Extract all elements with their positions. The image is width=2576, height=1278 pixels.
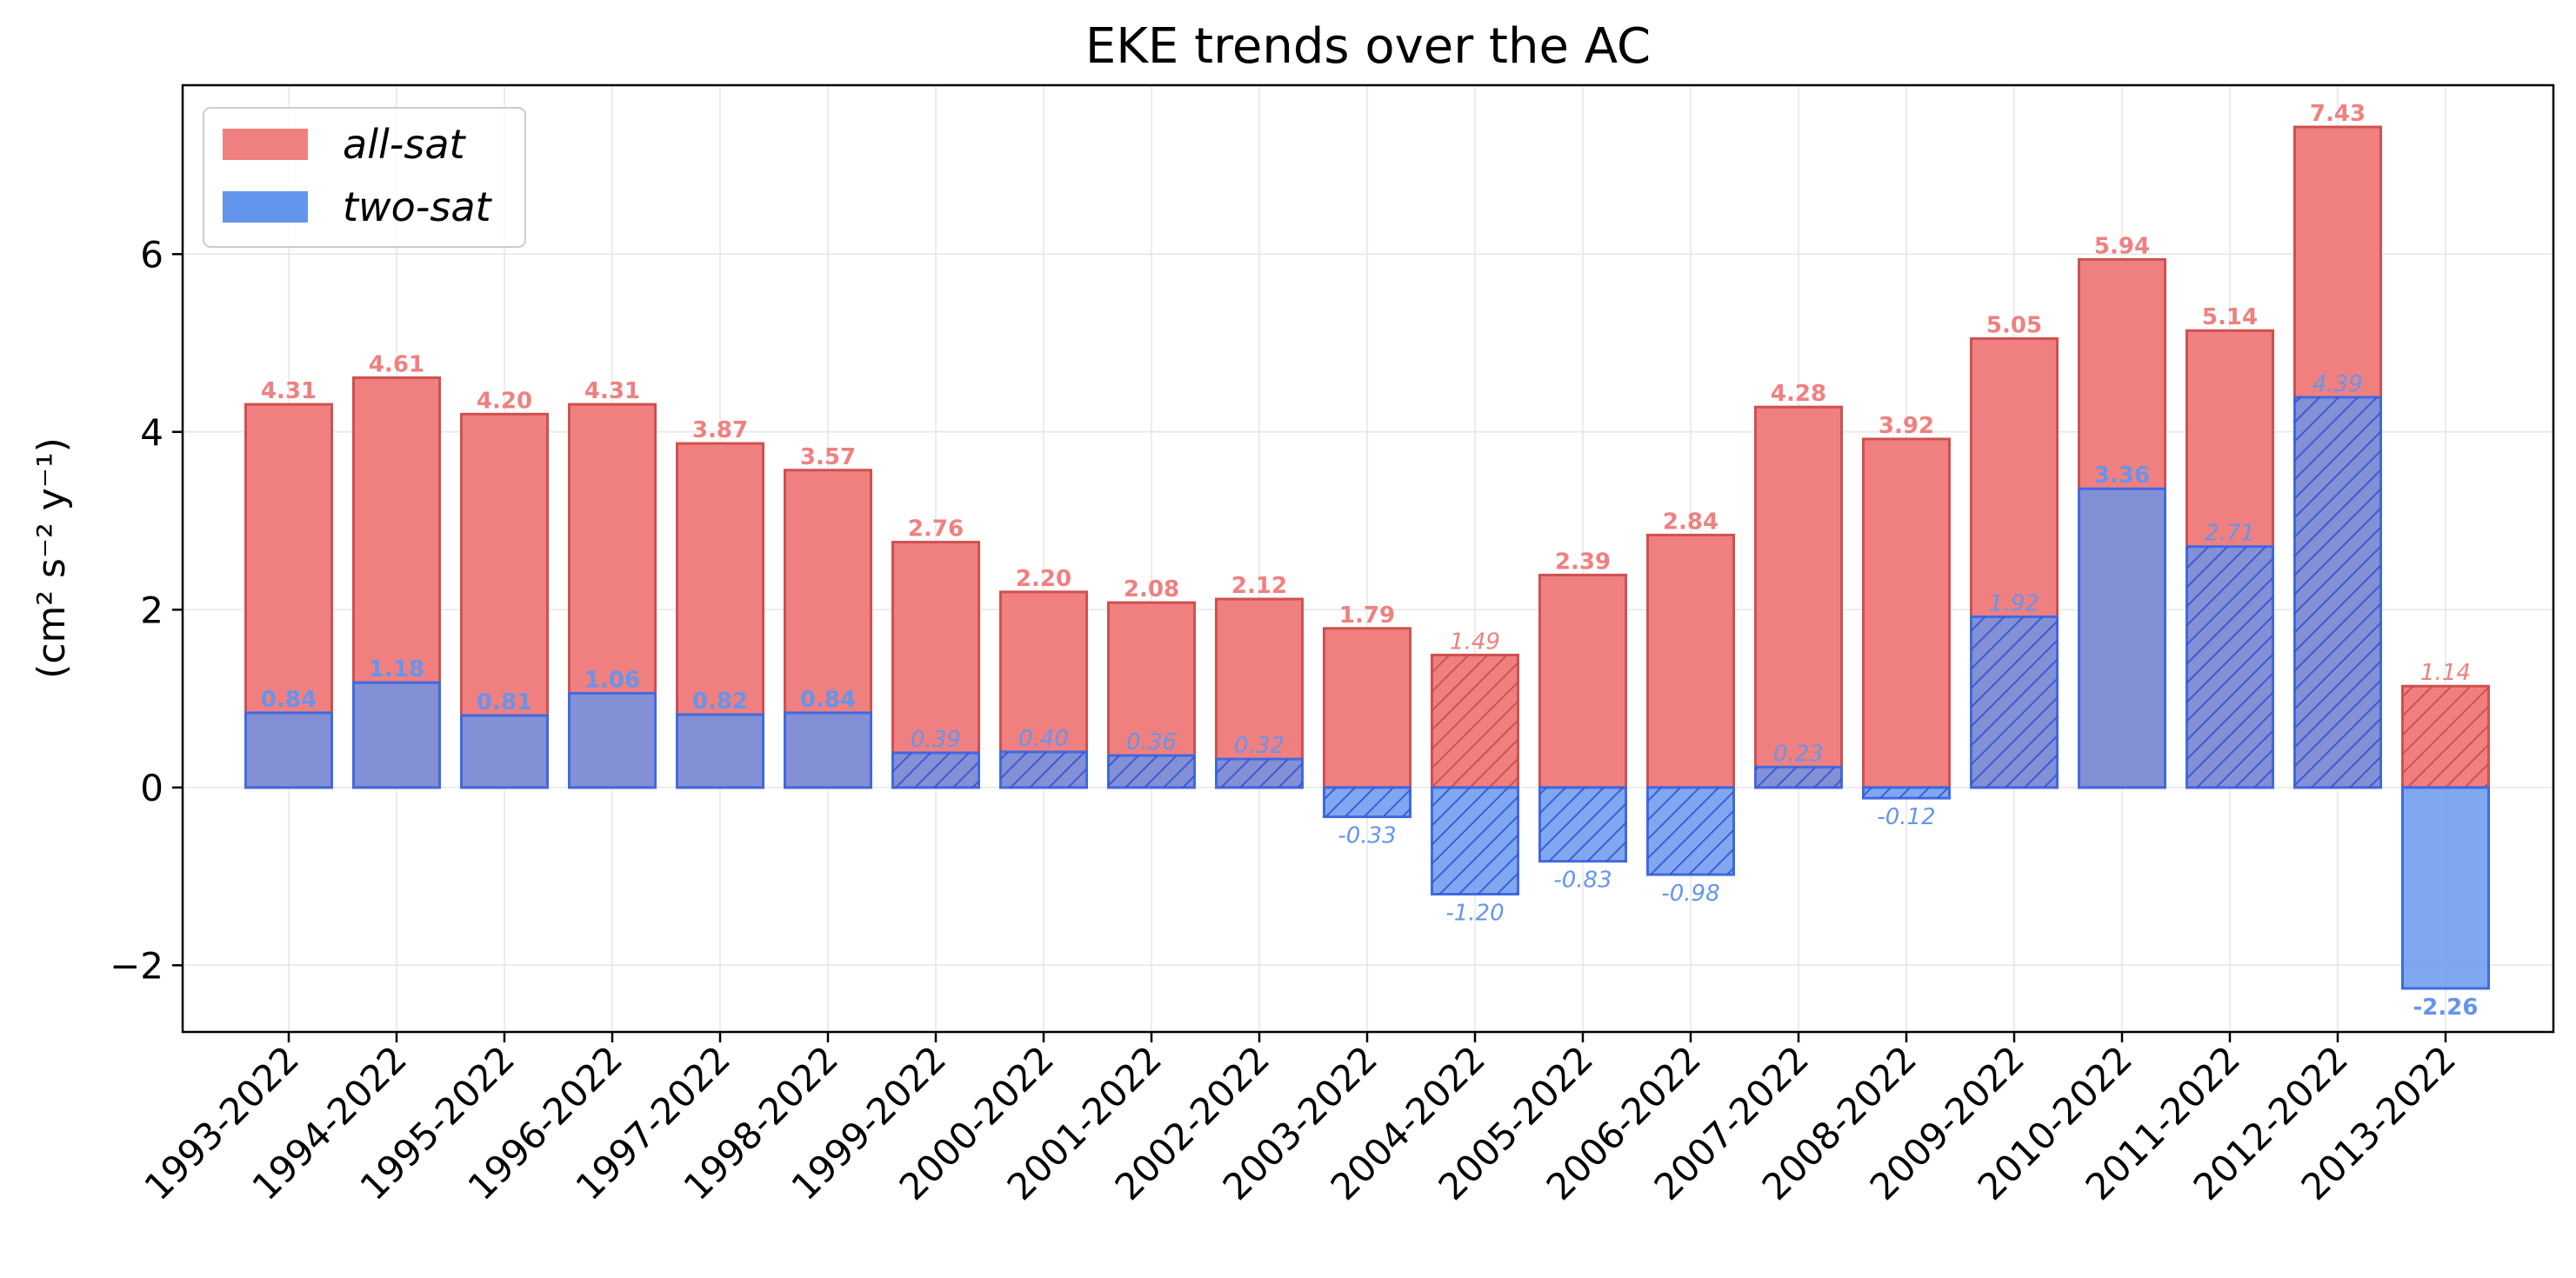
data-label-two-sat: -0.33 [1338,823,1396,849]
legend-label-two-sat: two-sat [343,183,493,230]
y-tick-label: 2 [140,589,164,631]
data-label-two-sat: 3.36 [2094,463,2150,489]
bar-two-sat [244,711,333,789]
bar-two-sat-hatch [2186,546,2273,788]
bar-two-sat [676,713,764,789]
bar-two-sat [460,714,549,789]
data-label-all-sat: 2.20 [1016,566,1071,592]
bar-all-sat [1215,597,1304,789]
bar-two-sat-hatch [1000,751,1087,788]
data-label-all-sat: 5.94 [2094,233,2150,259]
bar-two-sat [352,681,441,789]
y-axis: −2 0 2 4 6 [110,233,183,987]
data-label-all-sat: 1.14 [2420,660,2471,686]
bar-all-sat [1646,533,1735,789]
bar-two-sat [2078,487,2166,789]
bar-two-sat [2401,786,2490,990]
data-label-all-sat: 2.08 [1124,576,1179,602]
data-label-two-sat: 0.36 [1126,729,1177,755]
bar-two-sat-hatch [1108,755,1195,788]
bar-two-sat-hatch [1863,787,1950,799]
legend-swatch-two-sat [223,191,308,223]
data-label-two-sat: 4.39 [2312,371,2363,397]
data-label-two-sat: 0.23 [1773,741,1824,767]
data-label-all-sat: 4.61 [369,351,424,377]
bar-all-sat [1754,405,1843,789]
data-label-two-sat: 0.84 [800,687,856,713]
data-label-two-sat: 1.92 [1989,590,2039,616]
data-label-two-sat: 0.84 [261,687,317,713]
data-label-all-sat: 4.31 [261,378,317,404]
y-axis-label: (cm² s⁻² y⁻¹) [30,437,74,679]
data-label-all-sat: 7.43 [2310,101,2366,127]
data-label-two-sat: 0.82 [692,689,748,715]
data-label-all-sat: 1.49 [1450,629,1500,655]
data-label-two-sat: -0.98 [1661,881,1719,907]
y-tick-label: −2 [110,944,164,987]
data-label-all-sat: 3.57 [800,444,856,470]
data-label-all-sat: 4.31 [584,378,640,404]
bar-two-sat-hatch [1539,787,1626,862]
bar-all-sat [1538,573,1627,789]
data-label-two-sat: 1.06 [584,667,640,693]
bar-all-sat [1323,627,1411,789]
bars [244,125,2490,990]
x-axis: 1993-20221994-20221995-20221996-20221997… [137,1032,2464,1208]
bar-two-sat-hatch [892,752,979,788]
legend-swatch-all-sat [223,129,308,160]
data-label-all-sat: 3.87 [692,417,748,443]
data-label-two-sat: 0.40 [1018,726,1069,752]
bar-all-sat-hatch [1431,655,1518,788]
legend: all-sat two-sat [203,107,526,248]
data-label-all-sat: 2.84 [1663,509,1718,535]
data-label-all-sat: 2.76 [908,516,964,542]
data-label-all-sat: 5.14 [2202,304,2258,330]
data-labels: 4.31 0.84 4.61 1.18 4.20 0.81 4.31 1.06 3.87 0.82… [261,101,2479,1021]
bar-two-sat [568,691,657,789]
data-label-all-sat: 1.79 [1339,602,1395,629]
bar-two-sat-hatch [1324,787,1411,817]
y-tick-label: 0 [140,767,164,809]
data-label-two-sat: -2.26 [2413,995,2479,1021]
data-label-two-sat: 0.39 [911,727,961,753]
chart-title: EKE trends over the AC [1085,18,1651,75]
data-label-all-sat: 3.92 [1879,413,1934,439]
data-label-all-sat: 2.39 [1555,549,1611,575]
y-tick-label: 4 [140,411,164,454]
bar-two-sat-hatch [1755,767,1842,788]
bar-two-sat-hatch [1216,759,1303,788]
y-tick-label: 6 [140,233,164,276]
bar-all-sat [1862,437,1951,789]
bar-all-sat-hatch [2402,686,2489,788]
bar-two-sat-hatch [2294,396,2381,788]
data-label-all-sat: 2.12 [1231,573,1287,599]
data-label-two-sat: 1.18 [369,656,424,682]
bar-two-sat-hatch [1647,787,1734,875]
data-label-all-sat: 4.28 [1771,381,1826,407]
bar-two-sat-hatch [1431,787,1518,895]
data-label-two-sat: 0.81 [477,689,532,716]
data-label-two-sat: 2.71 [2205,521,2255,547]
data-label-all-sat: 4.20 [477,388,532,414]
data-label-two-sat: 0.32 [1234,733,1285,759]
data-label-two-sat: -0.83 [1553,868,1612,894]
legend-label-all-sat: all-sat [343,121,467,168]
bar-two-sat-hatch [1971,616,2058,788]
data-label-two-sat: -1.20 [1445,901,1504,927]
data-label-two-sat: -0.12 [1877,804,1935,830]
data-label-all-sat: 5.05 [1986,312,2042,338]
bar-two-sat [784,711,872,789]
